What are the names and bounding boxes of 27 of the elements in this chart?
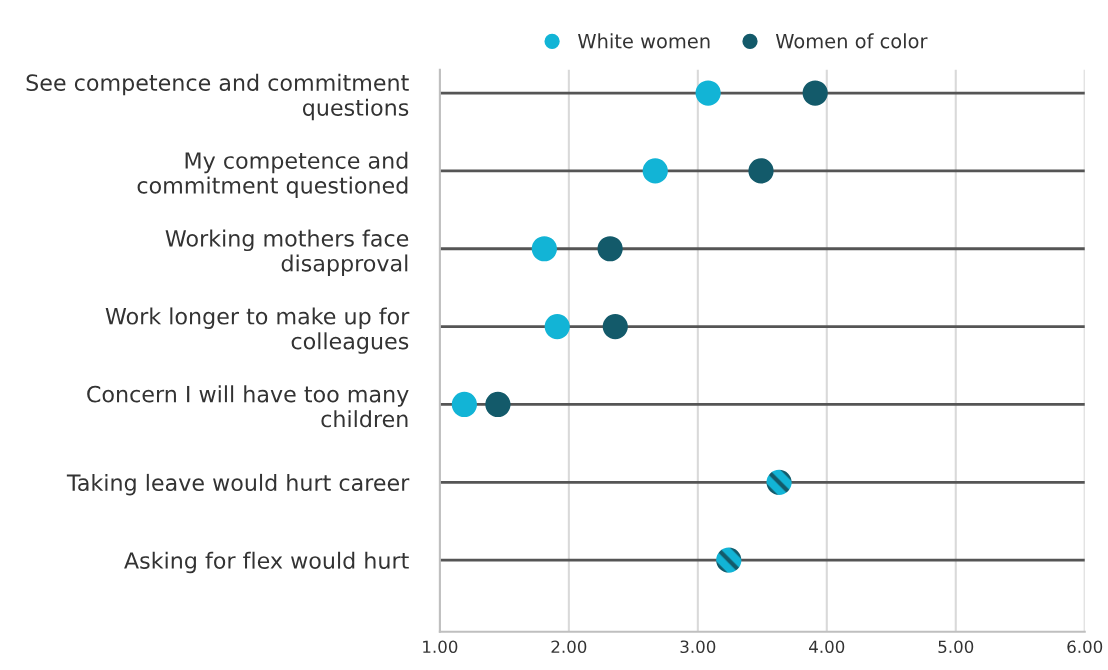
y-tick-label: Working mothers face disapproval — [165, 229, 409, 276]
point — [544, 313, 570, 340]
point — [802, 80, 828, 106]
point — [451, 391, 477, 418]
point — [766, 469, 792, 495]
legend-label: Women of color — [775, 33, 928, 49]
y-tick-label: My competence and commitment questioned — [137, 151, 408, 199]
x-tick-label: 1.00 — [423, 640, 458, 654]
x-tick-label: 3.00 — [680, 640, 716, 654]
y-tick-label: Concern I will have too many children — [87, 385, 409, 428]
legend-label: White women — [578, 33, 710, 49]
x-tick-label: 5.00 — [938, 640, 974, 654]
x-tick-label: 2.00 — [551, 640, 587, 654]
y-tick-label: Taking leave would hurt career — [66, 473, 410, 496]
point — [695, 80, 721, 106]
x-tick-label: 4.00 — [809, 640, 845, 654]
point — [716, 547, 742, 573]
y-tick-label: See competence and commitment questions — [26, 73, 409, 121]
point — [485, 391, 511, 418]
point — [748, 158, 774, 184]
y-tick-label: Asking for flex would hurt — [124, 551, 409, 574]
point — [642, 158, 668, 184]
y-tick-label: Work longer to make up for colleagues — [105, 307, 410, 354]
point — [597, 236, 623, 262]
x-tick-label: 6.00 — [1067, 640, 1103, 654]
point — [602, 313, 628, 340]
point — [531, 236, 557, 262]
